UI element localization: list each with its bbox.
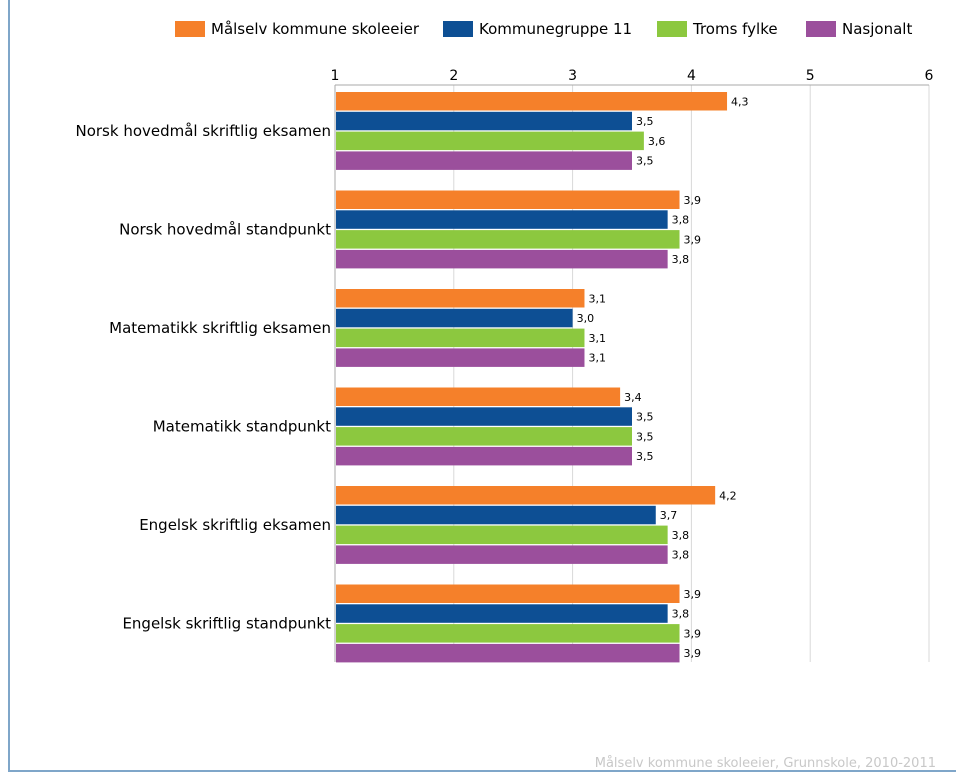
legend-label: Troms fylke bbox=[693, 20, 778, 38]
value-label: 3,7 bbox=[660, 509, 678, 522]
bar-5-1 bbox=[336, 604, 668, 623]
bar-5-3 bbox=[336, 643, 680, 663]
bar-1-1 bbox=[336, 210, 668, 229]
legend-swatch bbox=[806, 21, 836, 37]
category-label: Engelsk skriftlig standpunkt bbox=[122, 614, 331, 632]
x-tick-label: 1 bbox=[331, 68, 340, 84]
bar-0-1 bbox=[336, 111, 632, 131]
legend-label: Nasjonalt bbox=[842, 20, 913, 38]
value-label: 3,1 bbox=[588, 332, 606, 345]
legend-label: Kommunegruppe 11 bbox=[479, 20, 633, 38]
legend-item: Nasjonalt bbox=[806, 20, 912, 38]
value-label: 4,2 bbox=[719, 489, 737, 502]
x-tick-label: 3 bbox=[568, 68, 577, 84]
value-label: 3,1 bbox=[588, 292, 606, 305]
legend-item: Troms fylke bbox=[657, 20, 778, 38]
legend-item: Målselv kommune skoleeier bbox=[175, 20, 419, 38]
category-label: Matematikk skriftlig eksamen bbox=[109, 319, 331, 337]
bar-0-0 bbox=[336, 92, 728, 111]
bar-2-1 bbox=[336, 308, 573, 328]
value-label: 3,9 bbox=[684, 588, 702, 601]
value-label: 3,8 bbox=[672, 529, 690, 542]
bar-4-3 bbox=[336, 545, 668, 564]
bar-2-3 bbox=[336, 348, 585, 367]
legend-item: Kommunegruppe 11 bbox=[443, 20, 632, 38]
category-label: Norsk hovedmål skriftlig eksamen bbox=[75, 122, 331, 140]
value-label: 3,5 bbox=[636, 411, 654, 424]
value-label: 3,8 bbox=[672, 608, 690, 621]
category-label: Engelsk skriftlig eksamen bbox=[139, 516, 331, 534]
bar-4-2 bbox=[336, 525, 668, 545]
value-label: 3,9 bbox=[684, 647, 702, 660]
legend-swatch bbox=[443, 21, 473, 37]
bar-4-0 bbox=[336, 486, 716, 505]
bar-5-0 bbox=[336, 584, 680, 603]
value-label: 3,4 bbox=[624, 391, 642, 404]
value-label: 3,1 bbox=[588, 352, 606, 365]
x-tick-label: 2 bbox=[449, 68, 458, 84]
value-label: 3,8 bbox=[672, 214, 690, 227]
value-label: 3,5 bbox=[636, 155, 654, 168]
bar-0-3 bbox=[336, 151, 632, 170]
bar-2-0 bbox=[336, 289, 585, 308]
x-tick-label: 6 bbox=[925, 68, 934, 84]
bar-3-2 bbox=[336, 427, 632, 446]
value-label: 3,9 bbox=[684, 233, 702, 246]
bar-1-3 bbox=[336, 249, 668, 269]
bar-0-2 bbox=[336, 131, 644, 151]
value-label: 3,6 bbox=[648, 135, 666, 148]
bar-2-2 bbox=[336, 328, 585, 348]
bar-3-1 bbox=[336, 407, 632, 426]
legend-swatch bbox=[657, 21, 687, 37]
category-label: Matematikk standpunkt bbox=[153, 417, 331, 435]
source-footer: Målselv kommune skoleeier, Grunnskole, 2… bbox=[594, 756, 936, 771]
bar-3-0 bbox=[336, 387, 621, 406]
value-label: 3,5 bbox=[636, 115, 654, 128]
legend-label: Målselv kommune skoleeier bbox=[211, 20, 420, 38]
value-label: 3,5 bbox=[636, 430, 654, 443]
bar-4-1 bbox=[336, 505, 656, 525]
value-label: 3,5 bbox=[636, 450, 654, 463]
bar-5-2 bbox=[336, 624, 680, 643]
bar-1-2 bbox=[336, 230, 680, 249]
x-tick-label: 4 bbox=[687, 68, 696, 84]
bar-1-0 bbox=[336, 190, 680, 209]
value-label: 3,8 bbox=[672, 253, 690, 266]
category-label: Norsk hovedmål standpunkt bbox=[119, 220, 331, 238]
x-tick-label: 5 bbox=[806, 68, 815, 84]
value-label: 4,3 bbox=[731, 95, 749, 108]
legend: Målselv kommune skoleeier Kommunegruppe 1… bbox=[0, 0, 958, 60]
bar-3-3 bbox=[336, 446, 632, 466]
legend-swatch bbox=[175, 21, 205, 37]
value-label: 3,9 bbox=[684, 194, 702, 207]
value-label: 3,9 bbox=[684, 627, 702, 640]
value-label: 3,8 bbox=[672, 549, 690, 562]
value-label: 3,0 bbox=[577, 312, 595, 325]
